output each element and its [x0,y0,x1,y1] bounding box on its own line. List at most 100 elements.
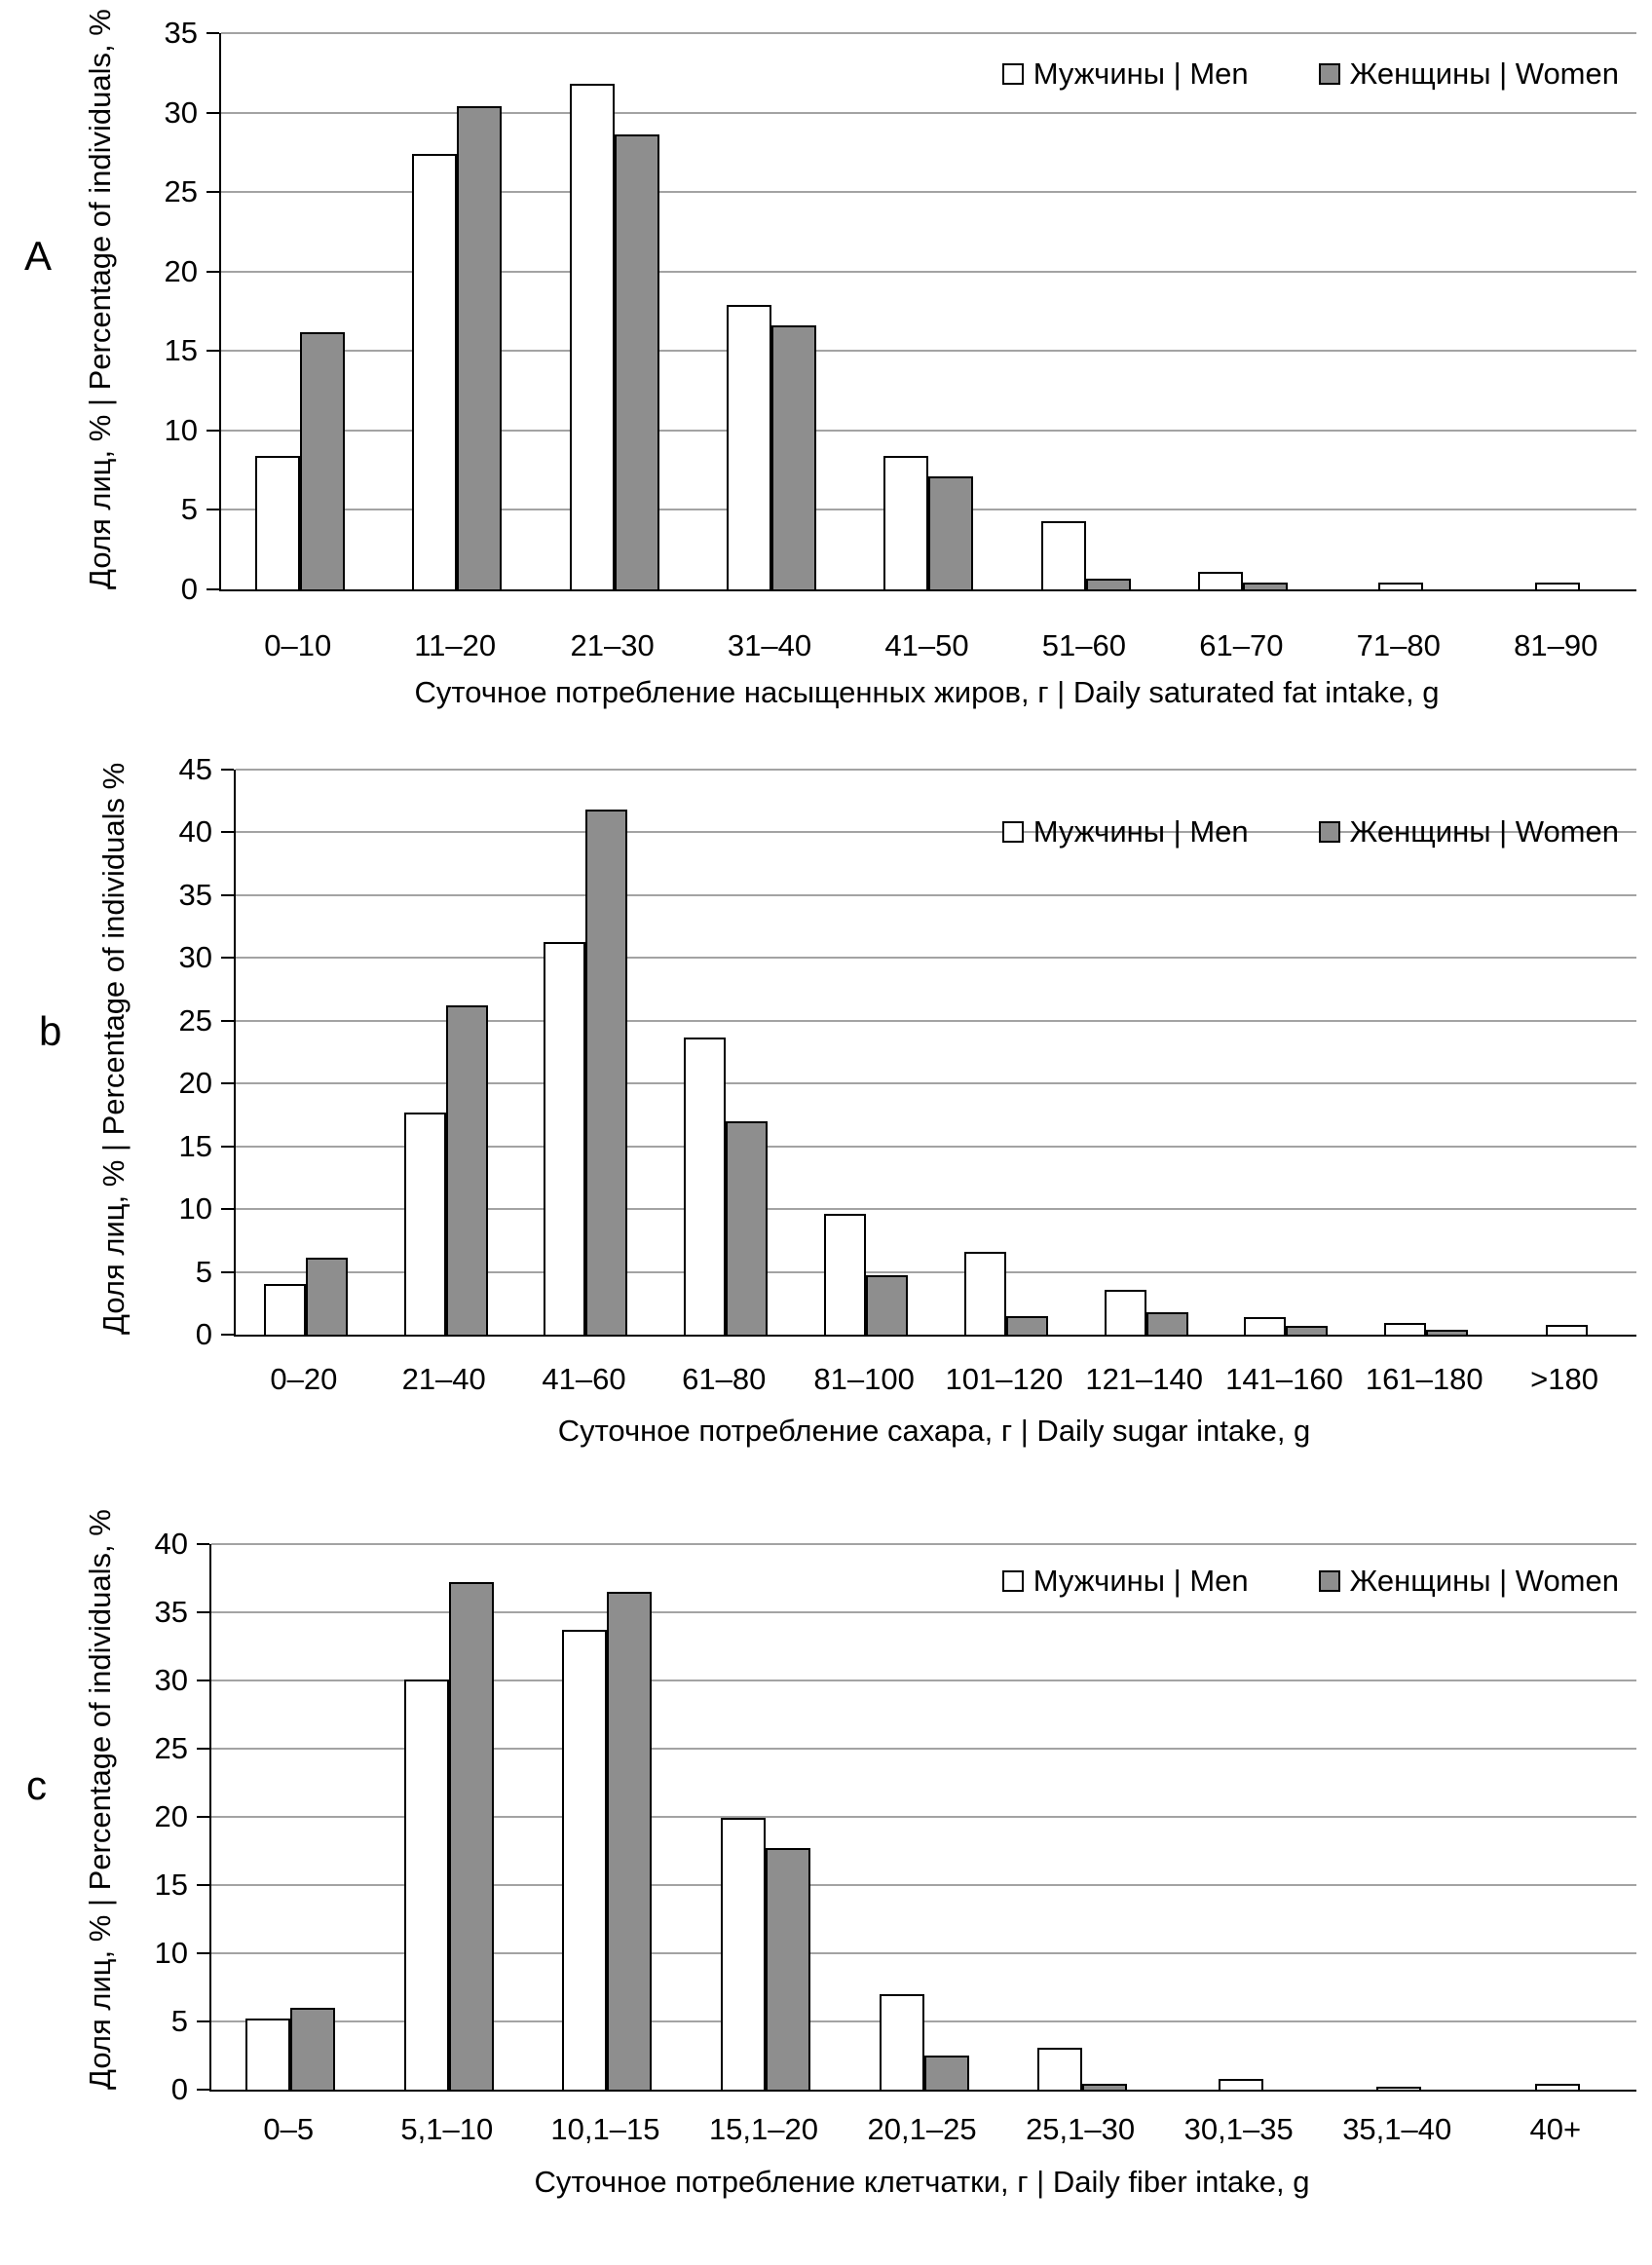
x-category-label: 41–60 [542,1362,626,1396]
x-category-label: 30,1–35 [1183,2112,1294,2146]
x-category-label: 41–50 [884,628,969,662]
y-tick-label: 5 [170,2004,188,2038]
bar-women [923,2056,969,2090]
y-tick-mark [206,191,219,193]
bar-group-61–80 [656,1038,796,1335]
x-category-label: 21–30 [570,628,655,662]
bar-women [305,1258,348,1335]
bar-group-25,1–30 [1003,2048,1162,2090]
y-tick-label: 30 [164,95,198,130]
bar-group-0–10 [221,332,378,589]
x-category-label: 5,1–10 [400,2112,494,2146]
x-category-label: 141–160 [1225,1362,1343,1396]
y-tick-mark [197,1748,209,1750]
bar-women [726,1121,769,1335]
gridline-30 [221,112,1636,114]
bar-group-30,1–35 [1161,2079,1320,2090]
bar-group-31–40 [693,305,849,589]
bar-group-20,1–25 [845,1994,1003,2090]
bar-women [607,1592,653,2090]
y-tick-label: 10 [178,1191,212,1226]
bar-men [1534,2084,1580,2090]
x-category-label: 81–100 [813,1362,915,1396]
y-tick-mark [197,1952,209,1954]
bar-group-0–20 [236,1258,376,1335]
y-tick-mark [221,1271,234,1273]
y-tick-mark [197,1884,209,1886]
x-category-label: 0–20 [270,1362,338,1396]
y-tick-label: 45 [178,752,212,786]
panel-sugar: b Доля лиц, % | Percentage of individual… [0,711,1652,1471]
bar-women [866,1275,909,1335]
bar-group-41–60 [516,810,657,1335]
legend-item-women: Женщины | Women [1318,1564,1619,1599]
gridline-25 [221,191,1636,193]
y-tick-label: 35 [178,878,212,912]
y-tick-label: 0 [180,572,198,606]
x-axis-title: Суточное потребление сахара, г | Daily s… [557,1414,1311,1448]
legend-item-men: Мужчины | Men [1001,1564,1249,1599]
bar-women [1426,1330,1469,1335]
bar-women [771,325,817,589]
bar-men [403,1680,449,2090]
legend-item-women: Женщины | Women [1318,57,1619,92]
y-tick-mark [221,1146,234,1148]
x-category-label: 20,1–25 [867,2112,977,2146]
legend-swatch-men [1001,1570,1024,1592]
y-tick-mark [206,588,219,590]
x-category-labels: 0–10 11–20 21–30 31–40 41–50 51–60 61–70 71–80 8… [219,628,1634,663]
y-tick-label: 15 [164,333,198,367]
plot-area: 0 5 10 15 20 25 30 35 40 45 Мужчины | Men Женщины |… [179,753,1636,1351]
bar-women [445,1005,488,1335]
legend-label-women: Женщины | Women [1349,57,1619,91]
legend-item-men: Мужчины | Men [1001,814,1249,849]
bars-layer [211,1544,1636,2090]
y-tick-label: 15 [154,1868,188,1902]
bar-women [1286,1326,1329,1335]
x-axis-title: Суточное потребление насыщенных жиров, г… [414,675,1440,709]
bar-group-10,1–15 [528,1592,687,2090]
x-category-label: 31–40 [727,628,812,662]
bar-group-21–40 [376,1005,516,1335]
bar-men [1037,2048,1083,2090]
bar-women [1243,583,1289,589]
gridline-25 [211,1748,1636,1750]
gridline-30 [211,1680,1636,1681]
y-tick-label: 40 [154,1527,188,1561]
y-tick-mark [206,509,219,510]
y-tick-label: 10 [164,413,198,447]
bar-group-21–30 [536,84,693,589]
y-tick-mark [221,831,234,833]
bar-men [1104,1290,1146,1335]
y-tick-mark [206,271,219,273]
bar-men [562,1630,608,2090]
bar-group-101–120 [936,1252,1076,1335]
bar-women [1005,1316,1048,1335]
bar-men [1535,583,1581,589]
bar-women [1145,1312,1188,1335]
bar-group-40+ [1479,2084,1637,2090]
y-axis-title: Доля лиц, % | Percentage of individuals,… [83,9,117,589]
y-tick-mark [197,2020,209,2022]
bar-men [1377,583,1423,589]
x-category-label: 21–40 [401,1362,486,1396]
bar-group-11–20 [378,106,535,589]
bar-men [963,1252,1006,1335]
x-category-label: 61–70 [1199,628,1284,662]
bar-men [544,942,586,1335]
x-category-label: 35,1–40 [1342,2112,1452,2146]
bar-men [1376,2087,1422,2090]
bar-men [727,305,772,589]
panel-letter-c: c [26,1762,47,1808]
legend-label-women: Женщины | Women [1349,1564,1619,1598]
bar-women [290,2008,336,2090]
bar-group-121–140 [1076,1290,1217,1335]
bar-women [928,476,974,589]
plot-area: 0 5 10 15 20 25 30 35 40 Мужчины | Men Женщины | W… [155,1528,1636,2106]
x-category-label: 121–140 [1085,1362,1204,1396]
legend: Мужчины | Men Женщины | Women [1001,814,1619,849]
bar-group-161–180 [1356,1323,1496,1335]
x-category-label: 61–80 [682,1362,767,1396]
legend-label-women: Женщины | Women [1349,814,1619,849]
